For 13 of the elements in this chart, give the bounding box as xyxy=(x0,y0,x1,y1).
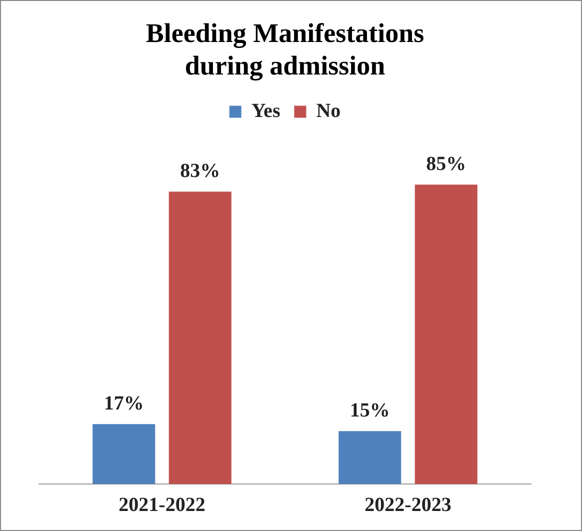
data-label: 17% xyxy=(104,392,144,414)
legend-label: Yes xyxy=(251,100,280,122)
legend-label: No xyxy=(316,100,341,122)
data-label: 83% xyxy=(180,160,220,182)
bar xyxy=(338,431,402,484)
x-tick-label: 2022-2023 xyxy=(364,494,452,516)
chart-title: Bleeding Manifestations during admission xyxy=(146,18,424,81)
bar xyxy=(414,184,478,484)
bar xyxy=(92,424,156,484)
data-label: 15% xyxy=(350,399,390,422)
x-tick-label: 2021-2022 xyxy=(118,494,206,516)
bar xyxy=(168,192,232,484)
data-label: 85% xyxy=(426,152,466,175)
